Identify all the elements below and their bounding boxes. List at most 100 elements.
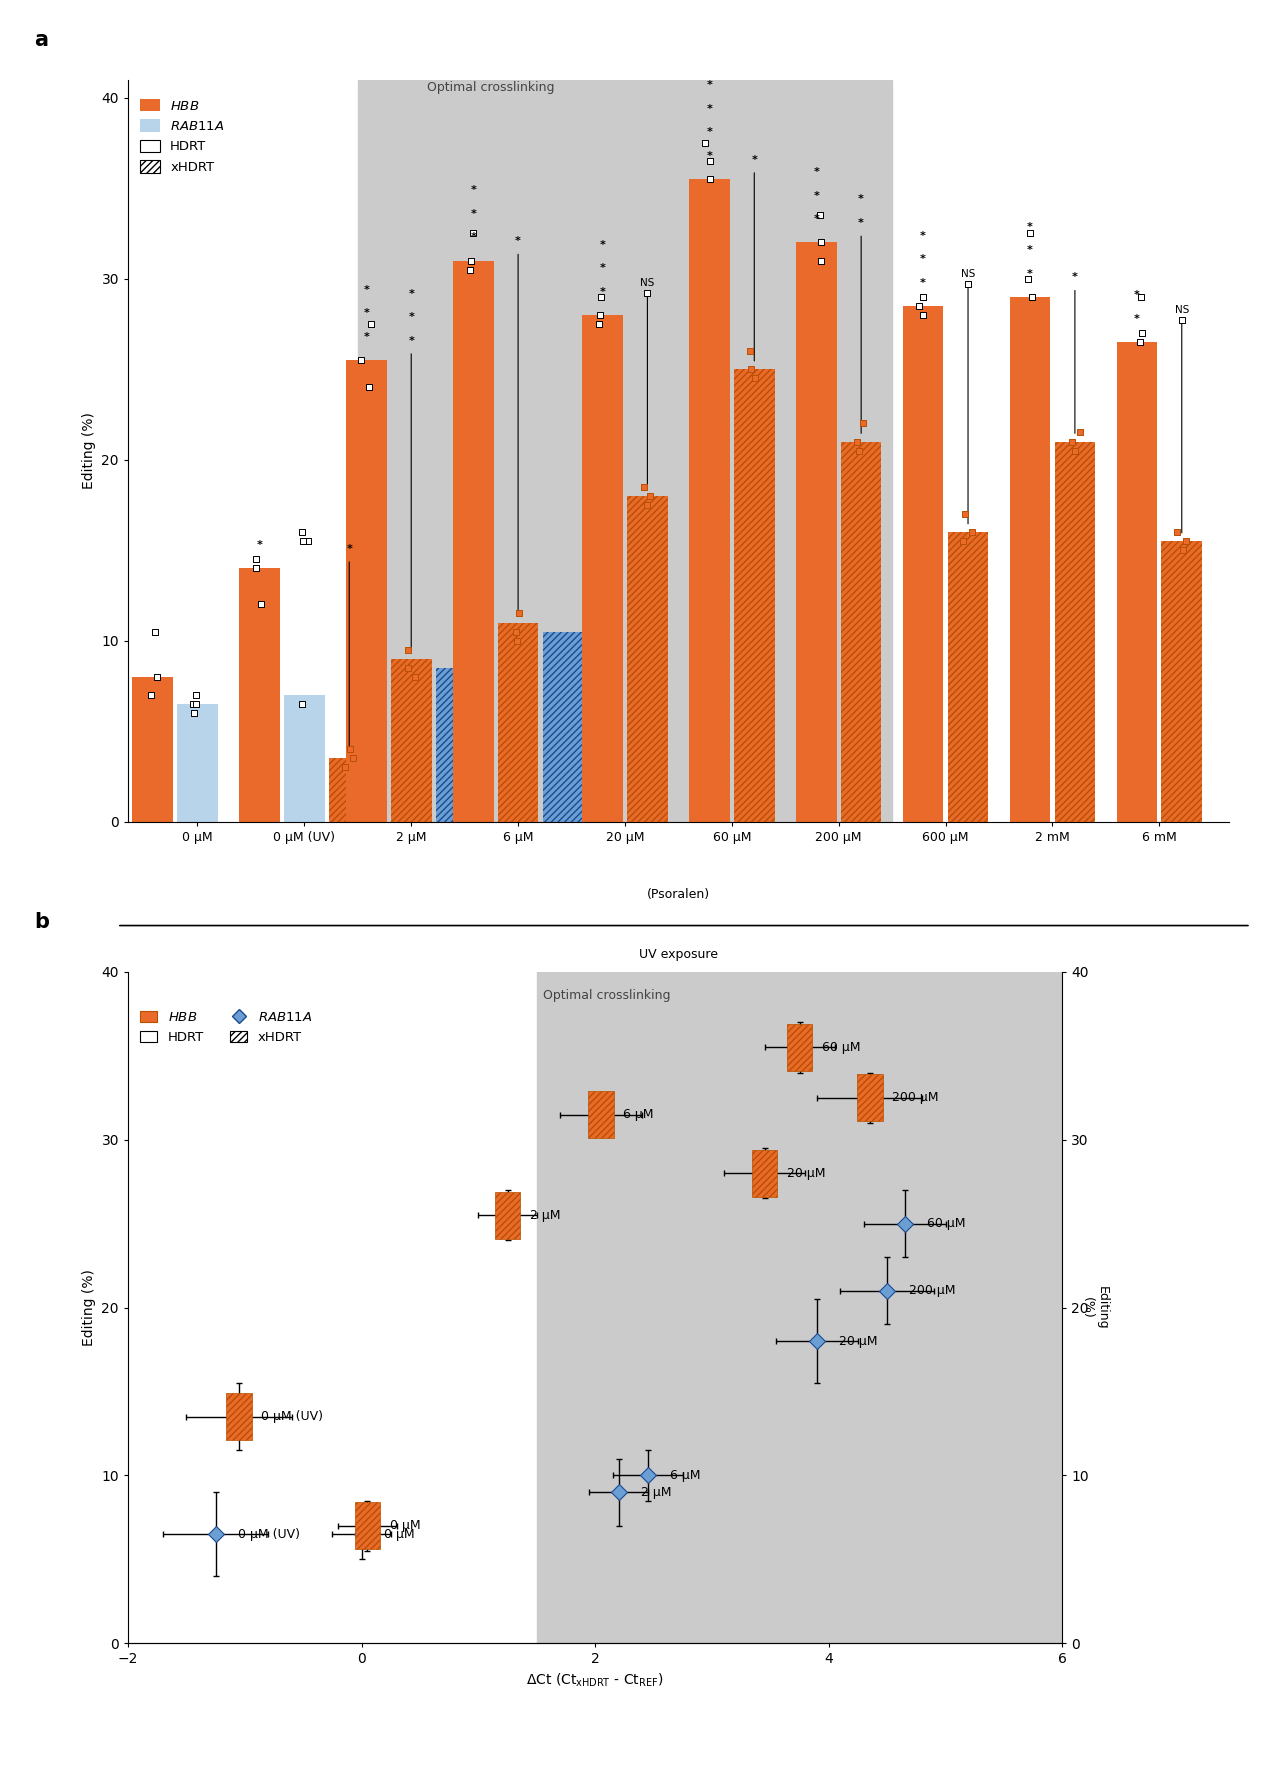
Point <box>636 491 657 519</box>
Point <box>852 410 873 438</box>
Text: *: * <box>1071 272 1078 283</box>
Text: *: * <box>813 191 819 201</box>
Point <box>740 337 760 366</box>
Bar <box>627 497 668 822</box>
Bar <box>390 659 431 822</box>
Point <box>846 428 867 456</box>
Text: *: * <box>707 127 713 138</box>
Text: 20 μM: 20 μM <box>787 1166 826 1180</box>
Bar <box>329 758 370 822</box>
Bar <box>1010 297 1051 822</box>
Text: *: * <box>1027 246 1033 254</box>
Text: *: * <box>1134 290 1139 300</box>
Text: *: * <box>364 309 369 318</box>
Point <box>957 270 978 299</box>
Point <box>147 663 168 691</box>
Bar <box>733 369 774 822</box>
Point <box>343 744 364 772</box>
Text: 60 μM: 60 μM <box>927 1217 965 1230</box>
Point <box>1070 419 1091 447</box>
Text: 6 μM: 6 μM <box>623 1108 654 1120</box>
Point <box>591 283 612 311</box>
Text: *: * <box>470 233 476 242</box>
Text: *: * <box>858 217 864 228</box>
Text: b: b <box>35 912 50 931</box>
Bar <box>582 315 623 822</box>
Bar <box>346 360 387 822</box>
Point <box>1020 219 1041 247</box>
Point <box>184 700 205 728</box>
Bar <box>902 306 943 822</box>
Point <box>955 500 975 528</box>
Point <box>913 283 933 311</box>
Point <box>913 300 933 329</box>
Text: *: * <box>599 263 605 274</box>
Text: *: * <box>470 209 476 219</box>
Legend: $HBB$, $RAB11A$, HDRT, xHDRT: $HBB$, $RAB11A$, HDRT, xHDRT <box>134 94 230 178</box>
Text: UV exposure: UV exposure <box>639 947 718 961</box>
Bar <box>239 569 280 822</box>
Text: *: * <box>408 313 415 322</box>
Point <box>292 689 312 717</box>
Point <box>812 228 832 256</box>
Text: 0 μM: 0 μM <box>384 1528 415 1541</box>
Text: *: * <box>599 240 605 249</box>
Point <box>952 527 973 555</box>
Point <box>700 147 721 175</box>
Point <box>809 201 829 230</box>
Point <box>1061 428 1082 456</box>
Point <box>589 309 609 337</box>
Text: 0 μM: 0 μM <box>389 1520 420 1532</box>
Point <box>640 482 660 511</box>
Text: 2 μM: 2 μM <box>530 1209 561 1221</box>
Point <box>1130 283 1151 311</box>
Text: *: * <box>470 186 476 196</box>
Point <box>404 663 425 691</box>
Text: *: * <box>707 104 713 113</box>
Text: *: * <box>813 168 819 177</box>
Point <box>358 373 379 401</box>
Text: *: * <box>347 544 352 553</box>
Point <box>186 680 206 709</box>
Point <box>1172 535 1193 564</box>
Text: NS: NS <box>961 269 975 279</box>
Point <box>292 518 312 546</box>
Point <box>361 309 381 337</box>
Bar <box>543 631 584 822</box>
Text: NS: NS <box>1175 306 1189 315</box>
Point <box>909 292 929 320</box>
Text: *: * <box>1027 221 1033 231</box>
Point <box>741 355 762 383</box>
Bar <box>689 178 730 822</box>
Point <box>694 129 714 157</box>
Text: *: * <box>920 254 925 263</box>
Point <box>251 590 271 618</box>
Point <box>145 617 165 645</box>
Point <box>398 654 419 682</box>
Bar <box>284 694 325 822</box>
Y-axis label: Editing (%): Editing (%) <box>82 1269 96 1346</box>
Point <box>506 617 526 645</box>
Y-axis label: Editing (%): Editing (%) <box>82 412 96 489</box>
Point <box>1021 283 1042 311</box>
Text: Optimal crosslinking: Optimal crosslinking <box>428 81 554 94</box>
Point <box>1167 518 1188 546</box>
Point <box>963 518 983 546</box>
Text: 6 μM: 6 μM <box>669 1468 700 1483</box>
X-axis label: $\Delta$Ct (Ct$_{\mathrm{xHDRT}}$ - Ct$_{\mathrm{REF}}$): $\Delta$Ct (Ct$_{\mathrm{xHDRT}}$ - Ct$_… <box>526 1672 664 1689</box>
Bar <box>177 703 218 822</box>
Bar <box>589 1090 614 1138</box>
Text: 200 μM: 200 μM <box>892 1092 938 1104</box>
Bar <box>355 1502 380 1550</box>
Bar <box>498 622 539 822</box>
Point <box>1065 436 1085 465</box>
Bar <box>856 1074 882 1122</box>
Text: *: * <box>813 214 819 224</box>
Bar <box>1161 541 1202 822</box>
Point <box>1132 318 1152 346</box>
Text: *: * <box>408 288 415 299</box>
Text: *: * <box>599 286 605 297</box>
Point <box>463 219 484 247</box>
Point <box>1176 527 1197 555</box>
Text: *: * <box>408 336 415 346</box>
